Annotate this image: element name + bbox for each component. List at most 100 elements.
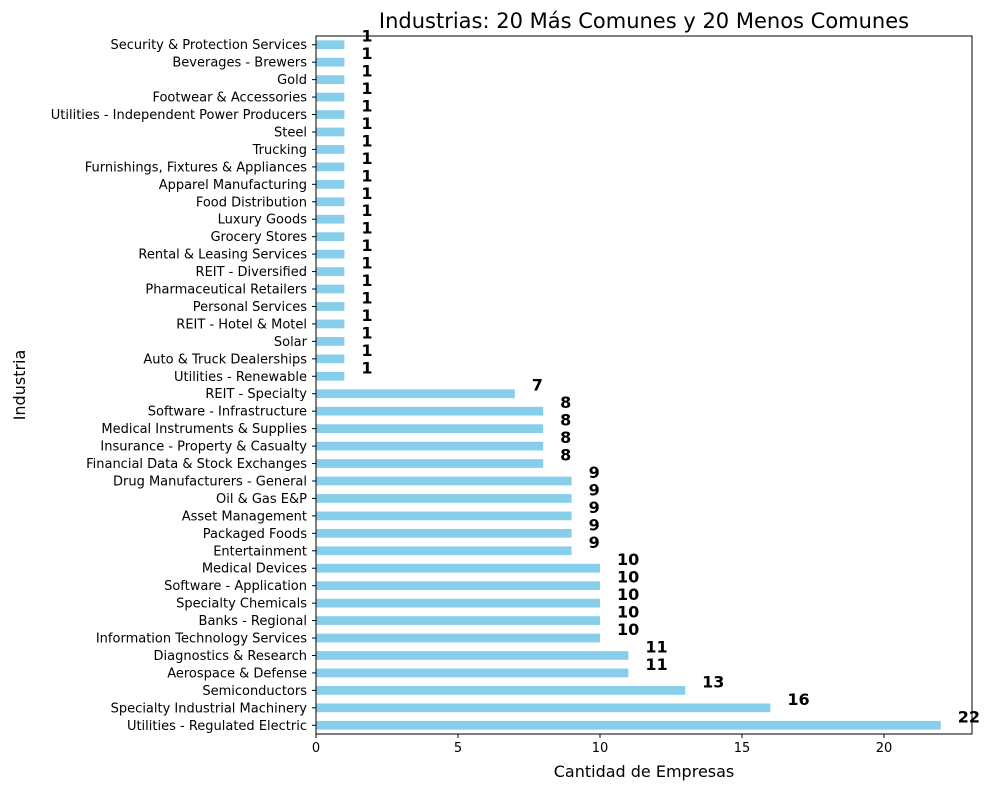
bar [316, 459, 544, 468]
bar [316, 40, 345, 50]
y-tick-label: Security & Protection Services [110, 38, 307, 53]
y-tick-label: Apparel Manufacturing [159, 178, 307, 193]
bar-value-label: 8 [560, 446, 571, 465]
bar [316, 249, 345, 259]
x-axis: 0 5 10 15 20 [312, 734, 892, 756]
bar-value-label: 13 [702, 672, 724, 691]
y-tick-label: Luxury Goods [218, 213, 308, 228]
bar [316, 476, 572, 486]
bar [316, 267, 345, 276]
plot-frame [315, 35, 973, 735]
y-tick-label: Medical Devices [202, 562, 307, 577]
bar-value-label: 1 [361, 79, 372, 98]
bar-value-label: 1 [361, 236, 372, 255]
y-tick-label: Utilities - Independent Power Producers [51, 108, 307, 123]
bar-value-label: 7 [532, 376, 543, 395]
bar-value-label: 1 [361, 306, 372, 325]
y-tick-label: Semiconductors [202, 684, 307, 699]
y-tick-label: Rental & Leasing Services [138, 248, 307, 263]
bar-value-label: 10 [617, 585, 639, 604]
bar [316, 162, 345, 172]
bar [316, 528, 572, 538]
y-tick-label: Insurance - Property & Casualty [100, 440, 307, 455]
bar-value-label: 9 [589, 463, 600, 482]
x-axis-label: Cantidad de Empresas [554, 762, 735, 781]
bar-value-label: 1 [361, 323, 372, 342]
y-tick-label: Software - Application [164, 579, 307, 594]
y-axis: Utilities - Regulated Electric Specialty … [51, 38, 316, 734]
bar [316, 389, 515, 399]
bar-value-label: 9 [589, 533, 600, 552]
bar [316, 319, 345, 329]
y-tick-label: Specialty Chemicals [176, 597, 307, 612]
y-tick-label: Software - Infrastructure [148, 405, 307, 420]
bar [316, 581, 600, 591]
bar-value-label: 1 [361, 201, 372, 220]
y-tick-label: Utilities - Renewable [174, 370, 307, 385]
y-tick-label: Grocery Stores [210, 230, 307, 245]
bar-value-label: 10 [617, 603, 639, 622]
y-tick-label: Entertainment [213, 544, 307, 559]
bar-value-label: 1 [361, 114, 372, 133]
bar [316, 371, 345, 381]
x-tick-label: 5 [454, 741, 462, 756]
y-tick-label: Aerospace & Defense [167, 666, 307, 681]
bar [316, 179, 345, 189]
bar [316, 511, 572, 521]
y-tick-label: Solar [274, 335, 308, 350]
bar-value-label: 1 [361, 97, 372, 116]
bar [316, 406, 544, 416]
bar [316, 720, 941, 730]
y-tick-label: Gold [277, 73, 307, 88]
bar-value-label: 1 [361, 166, 372, 185]
bar-value-label: 1 [361, 341, 372, 360]
bar-value-label: 1 [361, 254, 372, 273]
y-tick-label: Medical Instruments & Supplies [101, 422, 307, 437]
x-tick-label: 0 [312, 741, 320, 756]
y-tick-label: Diagnostics & Research [154, 649, 307, 664]
y-tick-label: Oil & Gas E&P [216, 492, 307, 507]
y-tick-label: Footwear & Accessories [152, 91, 307, 106]
bar [316, 197, 345, 207]
bar-value-label: 1 [361, 131, 372, 150]
bars-group [316, 40, 941, 730]
bar-value-label: 9 [589, 515, 600, 534]
bar [316, 354, 345, 364]
bar [316, 424, 544, 433]
bar [316, 703, 771, 713]
y-tick-label: Asset Management [182, 509, 307, 524]
bar-value-label: 9 [589, 498, 600, 517]
y-tick-label: Information Technology Services [96, 632, 307, 647]
bar-value-label: 1 [361, 358, 372, 377]
bar [316, 75, 345, 84]
bar [316, 145, 345, 154]
bar [316, 232, 345, 242]
bar [316, 494, 572, 503]
y-tick-label: Beverages - Brewers [172, 56, 307, 71]
y-tick-label: Food Distribution [196, 195, 307, 210]
value-labels-group: 2216131111101010101099999888871111111111… [361, 27, 980, 727]
bar-value-label: 11 [645, 655, 667, 674]
bar [316, 546, 572, 556]
x-tick-label: 20 [876, 741, 893, 756]
y-tick-label: REIT - Hotel & Motel [176, 317, 307, 332]
bar-value-label: 10 [617, 620, 639, 639]
bar [316, 686, 686, 695]
y-tick-label: Steel [274, 125, 307, 140]
bar-value-label: 1 [361, 184, 372, 203]
bar-value-label: 1 [361, 288, 372, 307]
bar [316, 284, 345, 294]
y-tick-label: Packaged Foods [203, 527, 307, 542]
x-tick-label: 10 [592, 741, 609, 756]
bar-value-label: 9 [589, 480, 600, 499]
bar-value-label: 16 [787, 690, 809, 709]
bar-value-label: 1 [361, 271, 372, 290]
y-axis-label: Industria [10, 350, 29, 421]
bar [316, 110, 345, 119]
bar [316, 57, 345, 67]
y-tick-label: Pharmaceutical Retailers [145, 283, 307, 298]
y-tick-label: Utilities - Regulated Electric [127, 719, 307, 734]
y-tick-label: Financial Data & Stock Exchanges [86, 457, 307, 472]
bar [316, 563, 600, 573]
bar-value-label: 1 [361, 62, 372, 81]
